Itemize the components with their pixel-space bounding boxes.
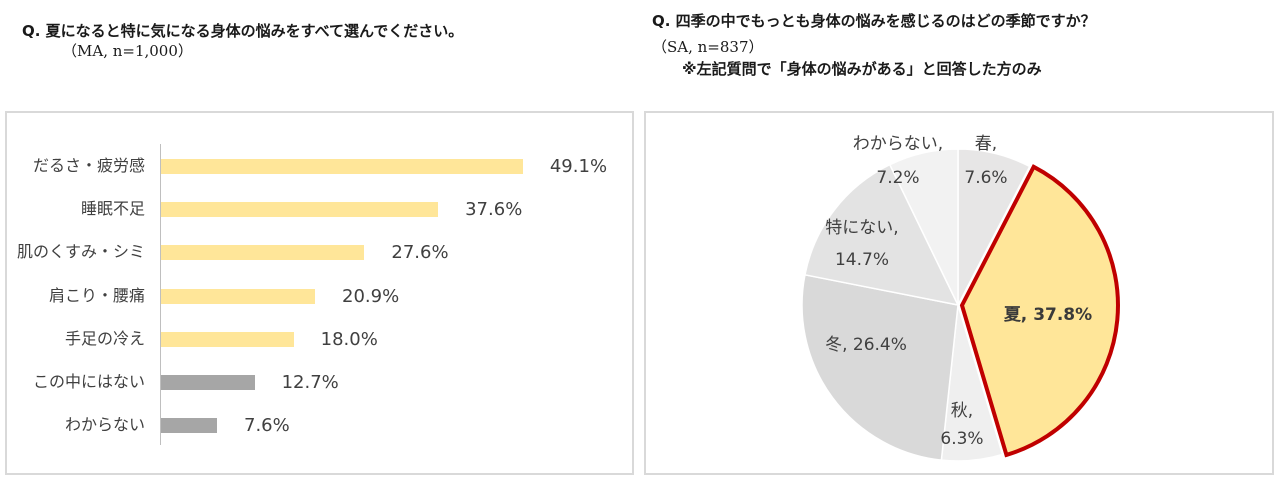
bar xyxy=(161,331,294,347)
bar-category-label: この中にはない xyxy=(32,372,145,391)
bar-category-label: だるさ・疲労感 xyxy=(32,156,145,175)
bar-value-label: 37.6% xyxy=(465,199,523,221)
left-question-subtitle: （MA, n=1,000） xyxy=(62,42,193,60)
bar-value-label: 49.1% xyxy=(549,156,608,177)
bar xyxy=(161,418,217,434)
bar-category-label: 肩こり・腰痛 xyxy=(48,285,145,305)
bar-category-label: 手足の冷え xyxy=(64,328,145,348)
bar-chart-panel: だるさ・疲労感 49.1% 睡眠不足 37.6% 肌のくすみ・シミ 27.6% 肩こり・腰痛… xyxy=(5,111,634,475)
pie-slice xyxy=(804,163,960,307)
right-question-subtitle: （SA, n=837） xyxy=(652,38,764,56)
pie-slice-label: 春, 7.6% xyxy=(964,134,1007,188)
bar-value-label: 12.7% xyxy=(281,372,339,393)
bar-value-label: 18.0% xyxy=(320,328,378,350)
bar xyxy=(161,245,365,261)
left-question-title: Q. 夏になると特に気になる身体の悩みをすべて選んでください。 xyxy=(22,22,464,40)
bar-value-label: 20.9% xyxy=(342,285,400,307)
pie-chart-panel: 春, 7.6% 夏, 37.8% 秋, 6.3% 冬, 26.4% 特にない, 14.7% わか… xyxy=(644,111,1274,475)
bar xyxy=(161,375,255,390)
bar xyxy=(161,202,439,218)
pie-chart: 春, 7.6% 夏, 37.8% 秋, 6.3% 冬, 26.4% 特にない, 14.7% わか… xyxy=(801,134,1120,462)
bar-category-label: 肌のくすみ・シミ xyxy=(16,242,145,262)
pie-slice-label: 特にない, 14.7% xyxy=(825,218,898,270)
bar-value-label: 27.6% xyxy=(391,242,449,264)
bar-category-label: わからない xyxy=(64,415,145,435)
right-question-note: ※左記質問で「身体の悩みがある」と回答した方のみ xyxy=(682,60,1042,78)
bar xyxy=(161,159,523,174)
pie-slice-label: 夏, 37.8% xyxy=(1004,305,1092,325)
pie-slice xyxy=(801,273,959,461)
bar xyxy=(161,288,316,304)
bar-value-label: 7.6% xyxy=(244,415,290,437)
pie-slice-label: わからない, 7.2% xyxy=(853,134,943,188)
right-question-title: Q. 四季の中でもっとも身体の悩みを感じるのはどの季節ですか？ xyxy=(652,12,1096,30)
pie-slice-label: 秋, 6.3% xyxy=(940,401,983,449)
bar-chart-axis xyxy=(160,144,161,445)
pie-slice-label: 冬, 26.4% xyxy=(825,335,907,355)
pie-slice xyxy=(888,148,959,306)
pie-slice-highlighted xyxy=(959,164,1120,458)
bar-category-label: 睡眠不足 xyxy=(80,199,145,219)
